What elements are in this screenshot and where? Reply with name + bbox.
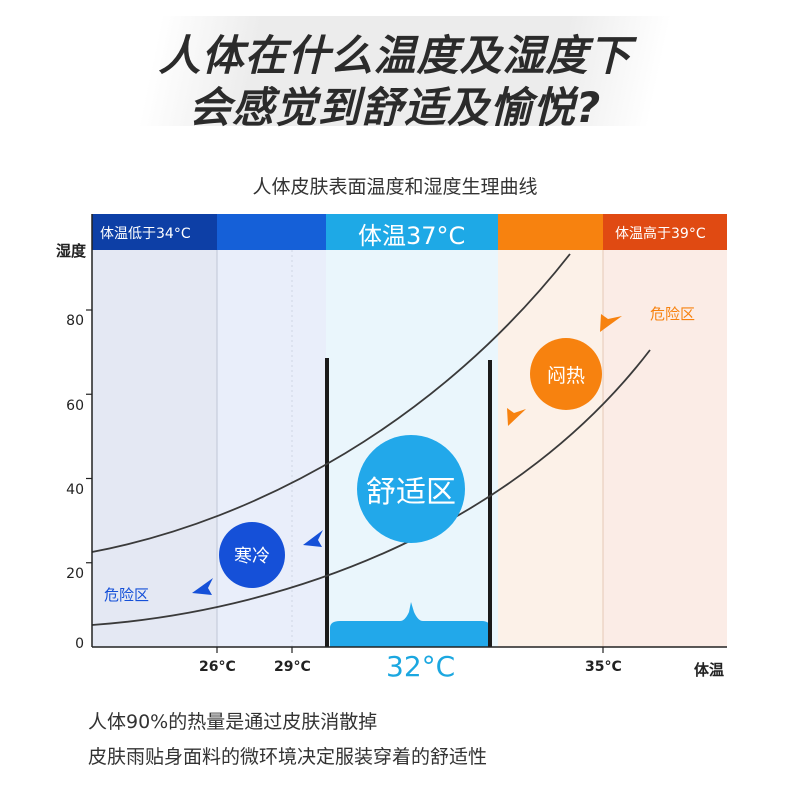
cold-zone-label: 寒冷 — [234, 546, 270, 567]
y-tick-label: 80 — [66, 313, 84, 329]
upper-curve — [91, 253, 571, 553]
band-label-low: 体温低于34°C — [100, 226, 191, 242]
zone-bg-cold — [217, 250, 326, 647]
y-tick-marks — [86, 309, 92, 564]
page-title-line-2: 会感觉到舒适及愉悦? — [188, 83, 602, 132]
x-tick-label-highlight: 32°C — [386, 650, 456, 683]
band-cold — [217, 214, 326, 250]
y-tick-label: 20 — [66, 566, 84, 582]
comfort-zone-badge: 舒适区 — [357, 435, 465, 543]
band-hot — [603, 214, 727, 250]
note-line-2: 皮肤雨贴身面料的微环境决定服装穿着的舒适性 — [88, 746, 488, 768]
x-tick-label: 35°C — [585, 659, 622, 675]
zone-bg-hot — [603, 250, 727, 647]
chart-title: 人体皮肤表面温度和湿度生理曲线 — [252, 176, 538, 198]
danger-high-label: 危险区 — [650, 305, 696, 323]
comfort-base-shape — [330, 602, 490, 647]
page-title-line-1: 人体在什么温度及湿度下 — [158, 31, 632, 80]
x-axis-label: 体温 — [694, 661, 725, 679]
y-tick-label: 40 — [66, 482, 84, 498]
zone-bg-cold-dark — [92, 250, 217, 647]
arrow-cold-2 — [192, 578, 213, 595]
comfort-zone-label: 舒适区 — [366, 475, 456, 510]
arrow-hot-1 — [507, 408, 526, 426]
danger-low-label: 危险区 — [104, 586, 150, 604]
x-tick-label: 26°C — [199, 659, 236, 675]
cold-zone-badge: 寒冷 — [219, 522, 285, 588]
y-tick-label: 60 — [66, 398, 84, 414]
y-axis-label: 湿度 — [56, 242, 87, 260]
hot-zone-label: 闷热 — [546, 364, 585, 387]
band-comfort — [326, 214, 498, 250]
band-label-normal: 体温37°C — [358, 222, 466, 250]
x-tick-label: 29°C — [274, 659, 311, 675]
arrow-hot-2 — [600, 314, 622, 332]
band-cold-dark — [92, 214, 217, 250]
band-warm — [498, 214, 603, 250]
arrow-cold-1 — [303, 530, 323, 547]
zone-bg-warm — [498, 250, 603, 647]
hot-zone-badge: 闷热 — [530, 338, 602, 410]
band-label-high: 体温高于39°C — [615, 226, 706, 242]
y-tick-label: 0 — [75, 636, 84, 652]
lower-curve — [91, 349, 651, 626]
note-line-1: 人体90%的热量是通过皮肤消散掉 — [88, 711, 378, 733]
